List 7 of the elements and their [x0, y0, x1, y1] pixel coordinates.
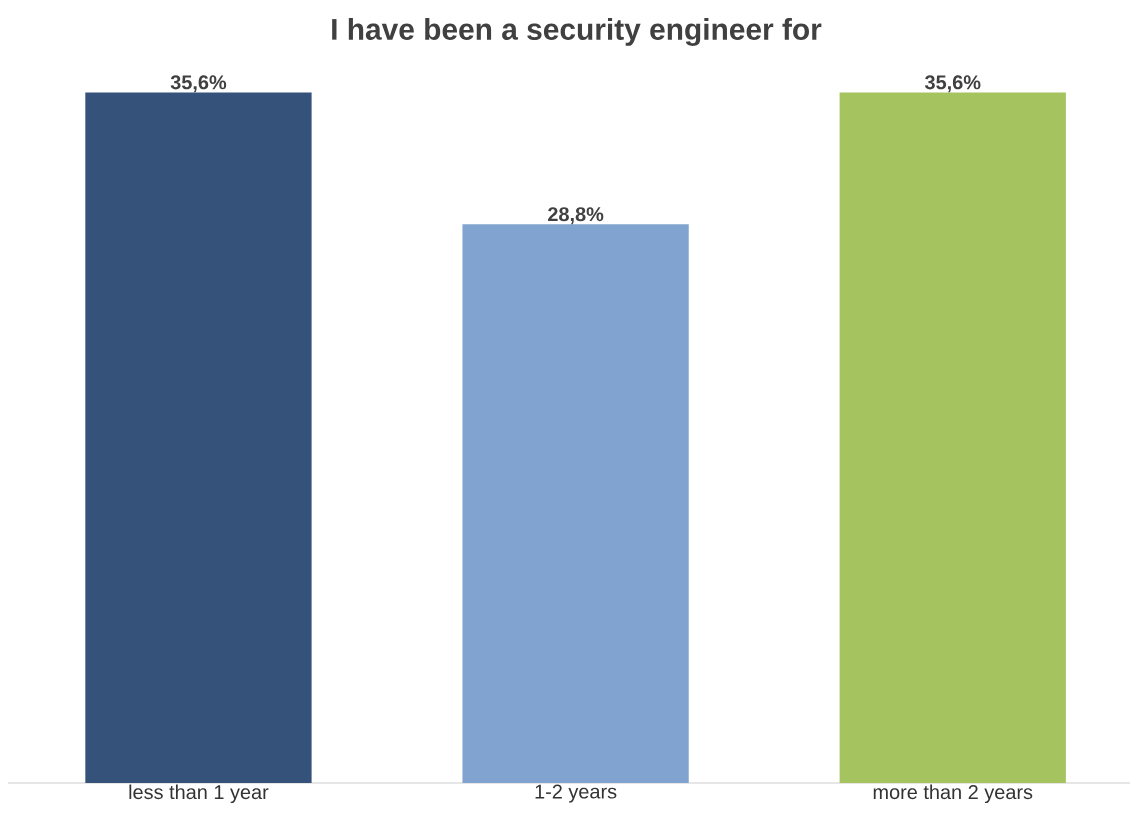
data-label: 35,6%	[170, 75, 227, 93]
x-tick-label: more than 2 years	[873, 784, 1033, 804]
chart-title: I have been a security engineer for	[332, 18, 822, 46]
data-label: 28,8%	[548, 207, 604, 225]
x-tick-label: 1-2 years	[535, 784, 617, 803]
x-tick-label: less than 1 year	[129, 784, 269, 804]
data-label: 35,6%	[924, 75, 981, 93]
